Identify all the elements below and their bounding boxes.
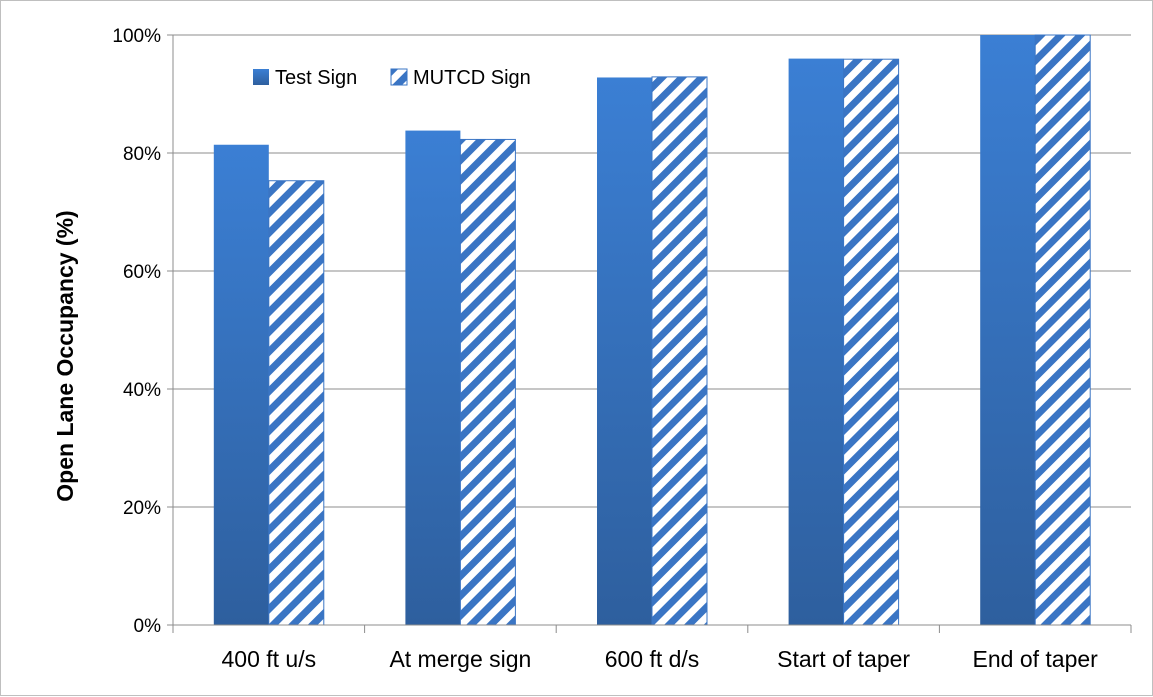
- x-tick-label: 600 ft d/s: [605, 646, 700, 672]
- legend-swatch: [253, 69, 269, 85]
- x-tick-label: 400 ft u/s: [221, 646, 316, 672]
- bar-test-sign: [214, 145, 269, 625]
- bar-mutcd-sign: [460, 139, 515, 625]
- legend-label: MUTCD Sign: [413, 67, 531, 89]
- bar-mutcd-sign: [652, 77, 707, 625]
- y-tick-label: 20%: [123, 498, 161, 519]
- bar-test-sign: [789, 59, 844, 625]
- y-axis-title: Open Lane Occupancy (%): [52, 210, 78, 501]
- bar-mutcd-sign: [1035, 35, 1090, 625]
- legend-label: Test Sign: [275, 67, 357, 89]
- x-tick-label: Start of taper: [777, 646, 910, 672]
- y-tick-label: 80%: [123, 144, 161, 165]
- bar-mutcd-sign: [269, 181, 324, 625]
- legend-swatch: [391, 69, 407, 85]
- legend: Test Sign MUTCD Sign: [253, 67, 531, 89]
- y-tick-label: 40%: [123, 380, 161, 401]
- x-tick-label: At merge sign: [389, 646, 531, 672]
- bar-test-sign: [597, 77, 652, 625]
- bars: [214, 35, 1090, 625]
- bar-test-sign: [405, 131, 460, 625]
- bar-mutcd-sign: [844, 59, 899, 625]
- y-tick-label: 100%: [112, 26, 161, 47]
- y-tick-label: 0%: [134, 616, 162, 637]
- bar-test-sign: [980, 35, 1035, 625]
- y-tick-label: 60%: [123, 262, 161, 283]
- x-tick-label: End of taper: [973, 646, 1099, 672]
